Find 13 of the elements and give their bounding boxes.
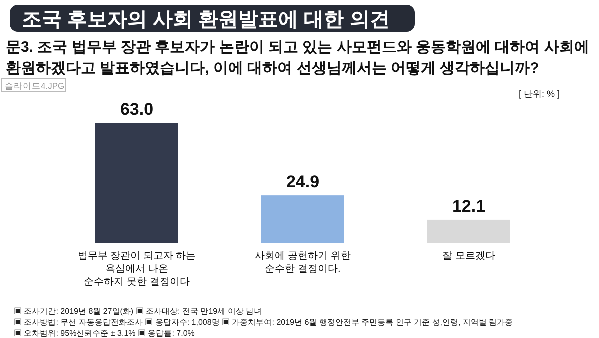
text: ▣ 조사방법: 무선 자동응답전화조사 ▣ 응답자수: 1,008명 ▣ 가중치부여: 2019년 6월 행정안전부 주민등록 인구 기준 성,연령, 지역별 림가중 [14,318,514,327]
text: [ 단위: % ] [518,89,560,99]
text: ▣ 조사기간: 2019년 8월 27일(화) ▣ 조사대상: 전국 만19세 이상 남녀 [14,307,262,316]
text: ▣ 오차범위: 95%신뢰수준 ± 3.1% ▣ 응답률: 7.0% [14,329,195,338]
data-label: 24.9 [286,172,320,192]
x-tick-label: 잘 모르겠다 [442,251,496,262]
data-label: 12.1 [452,196,486,216]
data-label: 63.0 [120,100,154,119]
x-tick-label: 사회에 공헌하기 위한 순수한 결정이다. [255,251,351,275]
chart-title: 조국 후보자의 사회 환원발표에 대한 의견 [22,9,390,31]
text: 슬라이드4.JPG [5,81,65,91]
chart-subtitle: 문3. 조국 법무부 장관 후보자가 논란이 되고 있는 사모펀드와 웅동학원에 대하여 사회에 환원하겠다고 발표하였습니다, 이에 대하여 선생님께서는 어떻게 생각하십니까? [6,39,590,77]
x-tick-label: 법무부 장관이 되고자 하는 욕심에서 나온 순수하지 못한 결정이다 [78,251,196,288]
